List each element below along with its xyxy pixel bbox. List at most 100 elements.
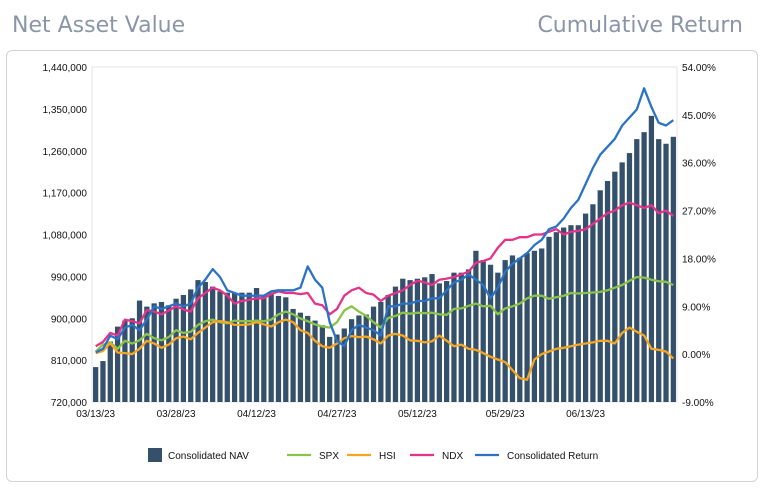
nav-bar	[539, 248, 545, 402]
nav-bar	[502, 260, 508, 402]
y-axis-tick-label: 1,440,000	[43, 63, 88, 74]
nav-bar	[451, 272, 457, 402]
nav-bar	[385, 294, 391, 402]
nav-bar	[253, 288, 260, 402]
nav-bar	[100, 361, 106, 402]
nav-bar	[107, 341, 113, 402]
y-axis-tick-label: 1,170,000	[43, 189, 88, 200]
plot-area	[91, 66, 678, 403]
nav-bar	[663, 143, 669, 403]
y2-axis-tick-label: 9.00%	[682, 302, 710, 313]
nav-bar	[275, 295, 282, 402]
nav-bar	[202, 281, 208, 402]
nav-bar	[400, 278, 406, 402]
nav-bar	[656, 139, 662, 403]
nav-bar	[210, 286, 216, 402]
nav-bar	[327, 336, 333, 402]
y2-axis-tick-label: 36.00%	[682, 159, 716, 170]
legend-label-ndx: NDX	[442, 451, 463, 462]
nav-bar	[93, 367, 99, 402]
nav-bar	[509, 255, 516, 402]
y2-axis-tick-label: 54.00%	[682, 63, 716, 74]
nav-bar	[524, 253, 530, 402]
legend-label-consolidated-return: Consolidated Return	[507, 451, 598, 462]
x-axis-tick-label: 03/13/23	[76, 409, 115, 420]
x-axis-tick-label: 04/27/23	[318, 409, 357, 420]
nav-bar	[480, 260, 486, 402]
nav-bar	[348, 319, 355, 402]
y-axis-tick-label: 810,000	[51, 356, 88, 367]
nav-bar	[582, 213, 589, 402]
y-axis-tick-label: 1,080,000	[43, 231, 88, 242]
y2-axis-tick-label: 45.00%	[682, 111, 716, 122]
y2-axis-tick-label: 27.00%	[682, 207, 716, 218]
nav-bar	[144, 306, 150, 402]
nav-bar	[283, 297, 289, 402]
nav-bar	[517, 257, 523, 402]
nav-bar	[341, 328, 347, 402]
x-axis-tick-label: 06/13/23	[566, 409, 605, 420]
y-axis-tick-label: 900,000	[51, 314, 88, 325]
nav-bar	[531, 250, 538, 402]
y-axis-tick-label: 720,000	[51, 398, 88, 409]
nav-bar	[114, 326, 121, 402]
nav-bar	[473, 250, 479, 402]
return-heading: Cumulative Return	[537, 13, 743, 38]
y-axis-tick-label: 1,260,000	[43, 147, 88, 158]
nav-bar	[122, 320, 128, 402]
nav-bar	[641, 132, 647, 402]
nav-bar	[363, 314, 369, 402]
nav-bar	[436, 283, 442, 402]
y-axis-tick-label: 1,350,000	[43, 105, 88, 116]
nav-bar	[553, 232, 559, 402]
legend-label-spx: SPX	[319, 451, 339, 462]
hsi-line	[95, 318, 675, 381]
nav-heading: Net Asset Value	[12, 13, 186, 38]
nav-bar	[173, 298, 179, 402]
nav-bar	[422, 277, 428, 402]
nav-bar	[166, 305, 172, 402]
nav-bar	[458, 272, 464, 402]
nav-bar	[151, 303, 157, 402]
nav-bar	[670, 136, 676, 402]
nav-bar	[465, 269, 472, 402]
nav-bar	[231, 292, 238, 402]
nav-bar	[648, 115, 655, 403]
legend-label-hsi: HSI	[379, 451, 396, 462]
nav-bar	[429, 274, 435, 402]
x-axis-tick-label: 05/29/23	[486, 409, 525, 420]
x-axis-tick-label: 05/12/23	[398, 409, 437, 420]
nav-bar	[619, 162, 625, 402]
nav-bar	[487, 264, 494, 402]
nav-bar	[290, 308, 296, 402]
nav-bar	[239, 292, 245, 402]
consolidated-return-line	[95, 87, 674, 354]
nav-bar	[370, 306, 377, 402]
nav-bar	[626, 153, 633, 402]
nav-bar	[378, 301, 384, 402]
nav-bar	[561, 227, 567, 402]
nav-bar	[158, 301, 165, 402]
nav-bar	[495, 272, 501, 402]
nav-bar	[319, 325, 325, 402]
nav-bar	[305, 315, 311, 402]
y-axis-tick-label: 990,000	[51, 272, 88, 283]
nav-bar	[575, 225, 581, 402]
nav-bar	[261, 294, 267, 402]
y2-axis-tick-label: 18.00%	[682, 254, 716, 265]
nav-bar	[129, 318, 135, 402]
nav-bar	[568, 225, 574, 402]
nav-bar	[246, 292, 252, 402]
nav-bar	[224, 292, 230, 402]
chart-panel	[6, 50, 758, 482]
nav-bar	[604, 180, 611, 402]
nav-bar	[546, 236, 552, 402]
legend-label-consolidated-nav: Consolidated NAV	[168, 451, 249, 462]
x-axis-tick-label: 04/12/23	[237, 409, 276, 420]
nav-bar	[195, 280, 201, 402]
nav-bar	[590, 204, 596, 402]
nav-bar	[634, 139, 640, 403]
y2-axis-tick-label: -9.00%	[682, 398, 714, 409]
ndx-line	[95, 201, 674, 348]
